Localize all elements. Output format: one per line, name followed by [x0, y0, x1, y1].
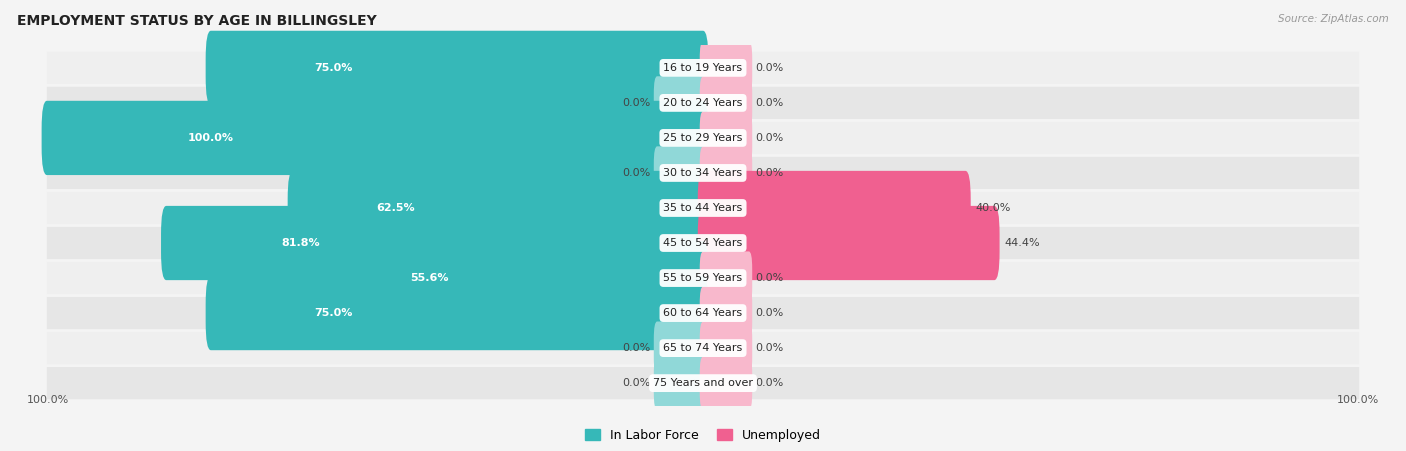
Text: 20 to 24 Years: 20 to 24 Years	[664, 98, 742, 108]
Text: 0.0%: 0.0%	[755, 133, 783, 143]
FancyBboxPatch shape	[333, 241, 709, 315]
FancyBboxPatch shape	[700, 322, 752, 375]
FancyBboxPatch shape	[205, 31, 709, 105]
FancyBboxPatch shape	[42, 101, 709, 175]
Text: 75 Years and over: 75 Years and over	[652, 378, 754, 388]
FancyBboxPatch shape	[700, 111, 752, 165]
FancyBboxPatch shape	[288, 171, 709, 245]
Text: 25 to 29 Years: 25 to 29 Years	[664, 133, 742, 143]
FancyBboxPatch shape	[46, 332, 1360, 364]
Text: 0.0%: 0.0%	[623, 98, 651, 108]
Text: 0.0%: 0.0%	[755, 308, 783, 318]
Text: 0.0%: 0.0%	[755, 343, 783, 353]
FancyBboxPatch shape	[46, 87, 1360, 119]
Text: 0.0%: 0.0%	[623, 378, 651, 388]
Text: 0.0%: 0.0%	[755, 63, 783, 73]
FancyBboxPatch shape	[162, 206, 709, 280]
Text: 100.0%: 100.0%	[1337, 395, 1379, 405]
FancyBboxPatch shape	[46, 157, 1360, 189]
Text: 16 to 19 Years: 16 to 19 Years	[664, 63, 742, 73]
FancyBboxPatch shape	[654, 322, 706, 375]
Legend: In Labor Force, Unemployed: In Labor Force, Unemployed	[579, 423, 827, 446]
Text: 0.0%: 0.0%	[623, 343, 651, 353]
FancyBboxPatch shape	[46, 192, 1360, 224]
Text: 55 to 59 Years: 55 to 59 Years	[664, 273, 742, 283]
FancyBboxPatch shape	[700, 251, 752, 305]
Text: 62.5%: 62.5%	[377, 203, 415, 213]
Text: 0.0%: 0.0%	[755, 378, 783, 388]
Text: 40.0%: 40.0%	[976, 203, 1011, 213]
Text: 100.0%: 100.0%	[188, 133, 233, 143]
Text: 0.0%: 0.0%	[755, 273, 783, 283]
FancyBboxPatch shape	[697, 171, 970, 245]
FancyBboxPatch shape	[700, 76, 752, 129]
Text: 81.8%: 81.8%	[281, 238, 319, 248]
Text: 65 to 74 Years: 65 to 74 Years	[664, 343, 742, 353]
Text: 0.0%: 0.0%	[755, 168, 783, 178]
Text: 55.6%: 55.6%	[411, 273, 449, 283]
Text: 0.0%: 0.0%	[623, 168, 651, 178]
Text: 75.0%: 75.0%	[315, 308, 353, 318]
FancyBboxPatch shape	[700, 286, 752, 340]
Text: EMPLOYMENT STATUS BY AGE IN BILLINGSLEY: EMPLOYMENT STATUS BY AGE IN BILLINGSLEY	[17, 14, 377, 28]
FancyBboxPatch shape	[697, 206, 1000, 280]
Text: 60 to 64 Years: 60 to 64 Years	[664, 308, 742, 318]
FancyBboxPatch shape	[46, 52, 1360, 84]
Text: 75.0%: 75.0%	[315, 63, 353, 73]
FancyBboxPatch shape	[46, 262, 1360, 294]
FancyBboxPatch shape	[700, 41, 752, 95]
Text: 100.0%: 100.0%	[27, 395, 69, 405]
FancyBboxPatch shape	[700, 146, 752, 200]
FancyBboxPatch shape	[205, 276, 709, 350]
Text: 35 to 44 Years: 35 to 44 Years	[664, 203, 742, 213]
FancyBboxPatch shape	[654, 76, 706, 129]
Text: 30 to 34 Years: 30 to 34 Years	[664, 168, 742, 178]
Text: Source: ZipAtlas.com: Source: ZipAtlas.com	[1278, 14, 1389, 23]
FancyBboxPatch shape	[46, 122, 1360, 154]
Text: 0.0%: 0.0%	[755, 98, 783, 108]
FancyBboxPatch shape	[654, 356, 706, 410]
Text: 44.4%: 44.4%	[1004, 238, 1040, 248]
FancyBboxPatch shape	[46, 227, 1360, 259]
FancyBboxPatch shape	[46, 297, 1360, 329]
Text: 45 to 54 Years: 45 to 54 Years	[664, 238, 742, 248]
FancyBboxPatch shape	[654, 146, 706, 200]
FancyBboxPatch shape	[700, 356, 752, 410]
FancyBboxPatch shape	[46, 367, 1360, 399]
